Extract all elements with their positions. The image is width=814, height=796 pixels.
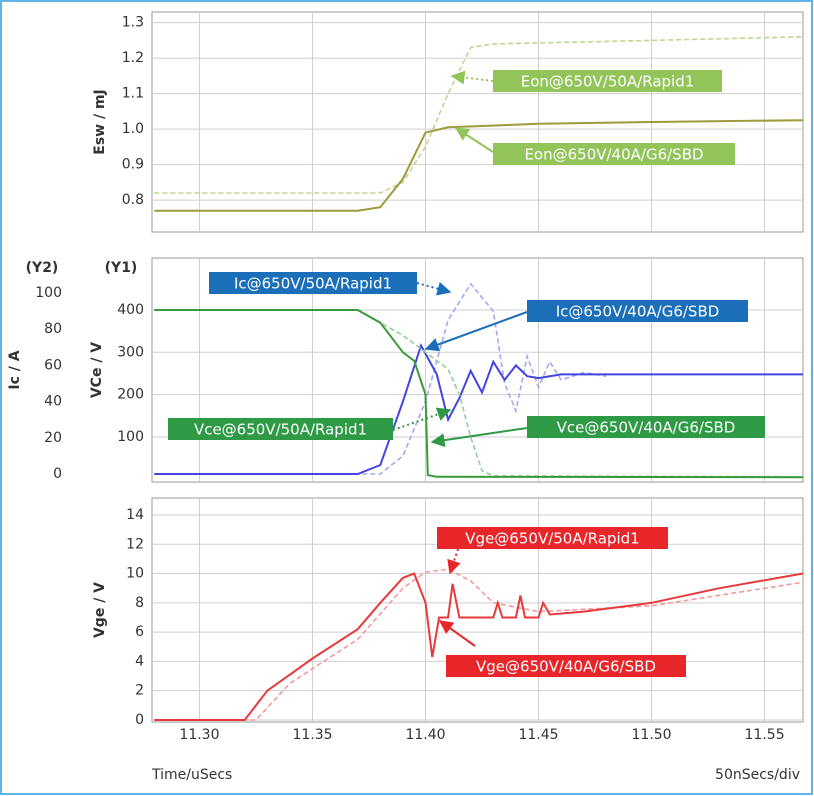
- annotation-label: Vce@650V/50A/Rapid1: [194, 421, 367, 439]
- annotation-arrow: [392, 407, 452, 431]
- annotation-label: Vge@650V/40A/G6/SBD: [476, 658, 656, 676]
- annotation-label: Vge@650V/50A/Rapid1: [465, 530, 639, 548]
- annotation-label: Eon@650V/50A/Rapid1: [521, 73, 695, 91]
- annotation-box: [209, 272, 417, 294]
- x-tick-label: 11.35: [292, 727, 332, 743]
- series-line: [154, 568, 804, 721]
- y-tick-label: 8: [135, 595, 144, 611]
- y2-axis-tag: (Y2): [26, 260, 59, 276]
- annotation-box: [493, 143, 735, 165]
- annotation-label: Ic@650V/50A/Rapid1: [234, 275, 392, 293]
- y2-tick-label: 60: [44, 357, 62, 373]
- annotation-arrow: [416, 281, 452, 296]
- y-tick-label: 1.0: [122, 121, 144, 137]
- annotation-box: [168, 418, 393, 440]
- y-tick-label: 14: [126, 507, 144, 523]
- x-tick-label: 11.45: [518, 727, 558, 743]
- y-tick-label: 300: [117, 344, 144, 360]
- x-tick-label: 11.50: [632, 727, 672, 743]
- x-scale-label: 50nSecs/div: [715, 767, 800, 783]
- y-tick-label: 1.1: [122, 86, 144, 102]
- series-line: [154, 572, 804, 721]
- y-axis-label: Vge / V: [92, 582, 108, 638]
- y2-tick-label: 100: [35, 285, 62, 301]
- annotation-label: Vce@650V/40A/G6/SBD: [557, 419, 736, 437]
- x-axis-label: Time/uSecs: [151, 767, 232, 783]
- series-line: [154, 282, 607, 475]
- annotation-arrow: [454, 127, 494, 153]
- x-tick-label: 11.30: [179, 727, 219, 743]
- annotation-arrow: [430, 427, 528, 448]
- y2-axis-label: Ic / A: [7, 350, 23, 389]
- y2-tick-label: 0: [53, 466, 62, 482]
- y-axis-label: Esw / mJ: [92, 89, 108, 155]
- annotation-label: Eon@650V/40A/G6/SBD: [524, 146, 703, 164]
- y-tick-label: 4: [135, 653, 144, 669]
- y-tick-label: 6: [135, 624, 144, 640]
- series-line: [154, 309, 804, 479]
- y-tick-label: 1.2: [122, 50, 144, 66]
- y2-tick-label: 80: [44, 321, 62, 337]
- annotation-box: [493, 70, 722, 92]
- y2-tick-label: 40: [44, 394, 62, 410]
- series-line: [154, 119, 804, 212]
- y-tick-label: 10: [126, 566, 144, 582]
- y-tick-label: 100: [117, 429, 144, 445]
- annotation-box: [446, 655, 686, 677]
- y2-tick-label: 20: [44, 430, 62, 446]
- y-tick-label: 0.9: [122, 157, 144, 173]
- y-axis-tag: (Y1): [105, 260, 138, 276]
- x-tick-label: 11.55: [745, 727, 785, 743]
- annotation-label: Ic@650V/40A/G6/SBD: [556, 303, 720, 321]
- series-line: [154, 342, 803, 475]
- y-tick-label: 12: [126, 536, 144, 552]
- y-tick-label: 400: [117, 302, 144, 318]
- y-tick-label: 1.3: [122, 15, 144, 31]
- annotation-arrow: [424, 311, 528, 352]
- y-tick-label: 0.8: [122, 192, 144, 208]
- annotation-arrow: [447, 548, 461, 575]
- y-tick-label: 0: [135, 712, 144, 728]
- annotation-box: [527, 416, 765, 438]
- annotation-box: [527, 300, 748, 322]
- annotation-box: [437, 527, 668, 549]
- y-tick-label: 200: [117, 387, 144, 403]
- annotation-arrow: [450, 70, 494, 85]
- y-axis-label: VCe / V: [89, 342, 105, 398]
- series-line: [154, 36, 804, 194]
- x-tick-label: 11.40: [405, 727, 445, 743]
- y-tick-label: 2: [135, 683, 144, 699]
- annotation-arrow: [438, 620, 476, 647]
- plot-area: [151, 257, 804, 483]
